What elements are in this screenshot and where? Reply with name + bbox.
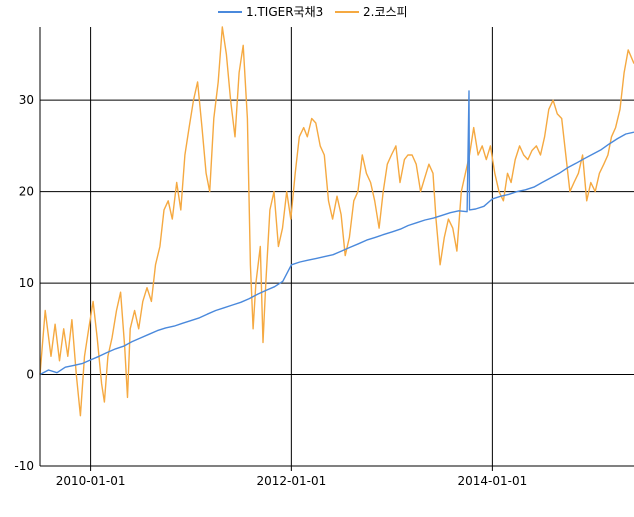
tick-labels: -10 0 10 20 30 2010-01-01 2012-01-01 2014-01-01 [14,93,527,488]
x-tick-label: 2010-01-01 [56,474,126,488]
x-tick-label: 2012-01-01 [256,474,326,488]
y-tick-label: 20 [19,185,34,199]
y-tick-label: -10 [14,459,34,473]
y-tick-label: 30 [19,93,34,107]
legend: 1.TIGER국채3 2.코스피 [218,5,408,19]
x-tick-label: 2014-01-01 [458,474,528,488]
legend-label-tiger: 1.TIGER국채3 [246,5,323,19]
series-layer [39,26,634,417]
axes [39,27,634,471]
series-line-tiger [39,90,634,376]
legend-label-kospi: 2.코스피 [363,5,408,19]
y-tick-label: 10 [19,276,34,290]
gridlines [40,27,634,467]
y-tick-label: 0 [26,368,34,382]
series-line-kospi [39,26,634,417]
